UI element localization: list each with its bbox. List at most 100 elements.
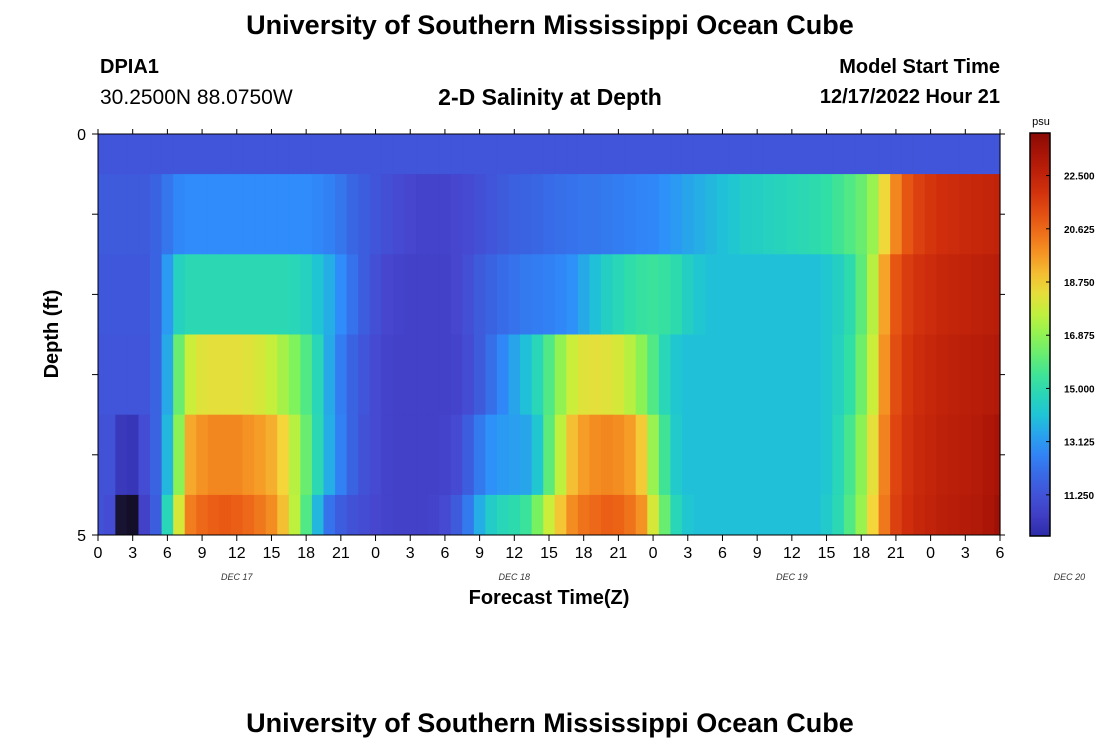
heatmap-cell <box>751 334 764 416</box>
heatmap-cell <box>138 494 151 536</box>
heatmap-cell <box>797 174 810 255</box>
heatmap-cell <box>959 334 972 416</box>
heatmap-cell <box>855 414 868 496</box>
heatmap-cell <box>335 494 348 536</box>
heatmap-cell <box>207 254 221 335</box>
heatmap-cell <box>624 134 637 175</box>
heatmap-cell <box>288 334 301 416</box>
heatmap-cell <box>924 414 937 496</box>
heatmap-cell <box>601 254 614 335</box>
heatmap-cell <box>716 254 729 335</box>
heatmap-cell <box>265 254 278 335</box>
heatmap-cell <box>115 414 128 496</box>
heatmap-cell <box>901 334 914 416</box>
heatmap-cell <box>473 494 486 536</box>
heatmap-cell <box>404 174 417 255</box>
heatmap-cell <box>300 494 313 536</box>
heatmap-cell <box>589 414 602 496</box>
heatmap-cell <box>751 254 764 335</box>
heatmap-cell <box>924 494 937 536</box>
heatmap-cell <box>485 254 498 335</box>
heatmap-cell <box>254 174 267 255</box>
heatmap-cell <box>890 174 903 255</box>
heatmap-cell <box>670 334 683 416</box>
heatmap-cell <box>335 334 348 416</box>
heatmap-cell <box>647 254 660 335</box>
heatmap-cell <box>508 174 521 255</box>
heatmap-cell <box>705 134 718 175</box>
heatmap-cell <box>681 134 695 175</box>
heatmap-cell <box>705 174 718 255</box>
heatmap-cell <box>416 414 429 496</box>
heatmap-cell <box>855 134 868 175</box>
heatmap-cell <box>265 134 278 175</box>
x-tick-label: 6 <box>718 545 727 562</box>
heatmap-cell <box>878 414 891 496</box>
heatmap-cell <box>566 134 579 175</box>
colorbar-tick-label: 20.625 <box>1064 225 1095 236</box>
heatmap-cell <box>647 134 660 175</box>
x-tick-label: 18 <box>297 545 315 562</box>
heatmap-cell <box>416 174 429 255</box>
heatmap-cell <box>242 414 255 496</box>
heatmap-cell <box>820 494 833 536</box>
heatmap-cell <box>681 334 695 416</box>
heatmap-cell <box>936 414 949 496</box>
heatmap-cell <box>867 494 880 536</box>
heatmap-cell <box>230 334 244 416</box>
heatmap-cell <box>774 254 787 335</box>
heatmap-cell <box>450 174 463 255</box>
heatmap-cell <box>173 334 186 416</box>
heatmap-cell <box>566 414 579 496</box>
heatmap-cell <box>369 334 382 416</box>
heatmap-cell <box>832 494 845 536</box>
heatmap-cell <box>971 414 984 496</box>
heatmap-cell <box>381 334 394 416</box>
heatmap-cell <box>601 174 614 255</box>
heatmap-cell <box>439 254 452 335</box>
heatmap-cell <box>762 174 776 255</box>
colorbar-tick-label: 15.000 <box>1064 384 1095 395</box>
heatmap-cell <box>346 254 359 335</box>
heatmap-cell <box>473 134 486 175</box>
heatmap-cell <box>890 134 903 175</box>
heatmap-cell <box>751 174 764 255</box>
heatmap-cell <box>820 414 833 496</box>
heatmap-cell <box>647 174 660 255</box>
heatmap-cell <box>346 494 359 536</box>
heatmap-cell <box>520 414 533 496</box>
heatmap-cell <box>138 414 151 496</box>
heatmap-cell <box>681 494 695 536</box>
heatmap-cell <box>947 494 961 536</box>
heatmap-cell <box>913 414 926 496</box>
y-tick-label: 5 <box>77 528 86 545</box>
heatmap-cell <box>462 414 475 496</box>
heatmap-cell <box>219 254 232 335</box>
heatmap-cell <box>254 254 267 335</box>
heatmap-cell <box>809 414 822 496</box>
heatmap-cell <box>705 414 718 496</box>
heatmap-cell <box>485 414 498 496</box>
heatmap-cell <box>277 334 290 416</box>
heatmap-cell <box>115 494 128 536</box>
heatmap-cell <box>774 174 787 255</box>
heatmap-cell <box>230 174 244 255</box>
heatmap-cell <box>288 494 301 536</box>
heatmap-cell <box>103 414 116 496</box>
heatmap-cell <box>913 494 926 536</box>
heatmap-cell <box>98 334 105 416</box>
heatmap-cell <box>554 134 567 175</box>
heatmap-cell <box>184 334 197 416</box>
heatmap-cell <box>994 134 1001 175</box>
heatmap-cell <box>427 254 440 335</box>
heatmap-cell <box>716 414 729 496</box>
heatmap-cell <box>369 494 382 536</box>
heatmap-cell <box>635 174 648 255</box>
heatmap-cell <box>566 494 579 536</box>
heatmap-cell <box>820 334 833 416</box>
heatmap-cell <box>196 134 209 175</box>
heatmap-cell <box>947 334 961 416</box>
heatmap-cell <box>531 494 544 536</box>
heatmap-cell <box>843 494 857 536</box>
heatmap-cell <box>878 494 891 536</box>
